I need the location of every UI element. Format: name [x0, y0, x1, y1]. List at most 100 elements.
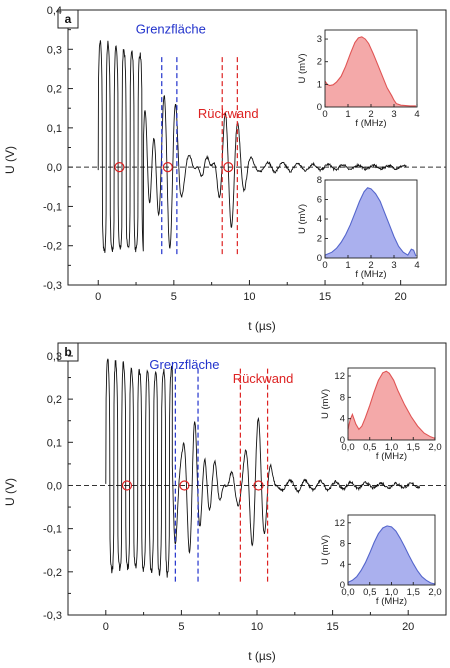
- spectrum-line: [347, 525, 436, 585]
- y-tick-label: 0,3: [47, 44, 62, 56]
- x-tick-label: 10: [243, 291, 255, 303]
- inset-x-tick-label: 0,5: [363, 442, 376, 453]
- inset-y-tick-label: 4: [340, 559, 345, 570]
- x-tick-label: 20: [395, 291, 407, 303]
- x-axis-label: t (µs): [248, 649, 276, 663]
- inset-x-label: f (MHz): [376, 451, 407, 462]
- y-tick-label: 0,1: [47, 123, 62, 135]
- inset-spectrum: 0,0 0,5 1,0 1,5 2,0 0 4 8 12 f (MHz) U (mV): [318, 511, 442, 607]
- y-tick-label: 0,0: [47, 480, 62, 492]
- y-tick-label: 0,1: [47, 437, 62, 449]
- zero-crossing-marker: [114, 162, 125, 173]
- inset-x-tick-label: 0: [322, 109, 327, 120]
- inset-y-tick-label: 2: [317, 234, 322, 245]
- inset-x-tick-label: 2: [368, 109, 373, 120]
- signal-trace: [105, 358, 420, 578]
- x-tick-label: 0: [103, 621, 109, 633]
- inset-x-tick-label: 2,0: [428, 442, 441, 453]
- inset-x-tick-label: 0,0: [341, 442, 354, 453]
- inset-y-label: U (mV): [320, 389, 331, 419]
- inset-y-tick-label: 2: [317, 57, 322, 68]
- y-tick-label: -0,1: [43, 524, 62, 536]
- y-tick-label: 0,3: [47, 351, 62, 363]
- inset-y-tick-label: 0: [340, 435, 345, 446]
- panel-label-box: [57, 342, 79, 362]
- x-tick-label: 15: [326, 621, 338, 633]
- inset-y-tick-label: 0: [317, 102, 322, 113]
- inset-x-tick-label: 3: [391, 260, 396, 271]
- inset-y-tick-label: 8: [340, 539, 345, 550]
- x-tick-label: 20: [402, 621, 414, 633]
- inset-x-tick-label: 4: [414, 260, 419, 271]
- inset-y-tick-label: 3: [317, 34, 322, 45]
- panel-label: a: [65, 12, 72, 26]
- inset-x-tick-label: 2,0: [428, 587, 441, 598]
- y-axis-label: U (V): [3, 146, 17, 174]
- x-tick-label: 5: [178, 621, 184, 633]
- signal-trace: [97, 40, 407, 253]
- inset-x-label: f (MHz): [355, 269, 386, 280]
- inset-x-tick-label: 0,0: [341, 587, 354, 598]
- zero-crossing-marker: [179, 480, 190, 491]
- inset-y-tick-label: 4: [340, 414, 345, 425]
- inset-x-tick-label: 3: [391, 109, 396, 120]
- inset-y-tick-label: 0: [317, 253, 322, 264]
- inset-y-tick-label: 6: [317, 195, 322, 206]
- y-tick-label: -0,3: [43, 280, 62, 292]
- inset-x-tick-label: 0,5: [363, 587, 376, 598]
- zero-crossing-marker: [253, 480, 264, 491]
- spectrum-area: [325, 36, 416, 107]
- inset-x-tick-label: 4: [414, 109, 419, 120]
- inset-y-label: U (mV): [297, 204, 308, 234]
- inset-x-tick-label: 1,5: [407, 442, 420, 453]
- inset-y-label: U (mV): [320, 535, 331, 565]
- zero-crossing-marker: [223, 162, 234, 173]
- inset-y-label: U (mV): [297, 53, 308, 83]
- inset-y-tick-label: 0: [340, 580, 345, 591]
- spectrum-line: [347, 370, 436, 439]
- panel-b: b -0,3 -0,2 -0,1 0,0 0,1 0,2 0,3 0 5 10 15 20 t (µs) U…: [3, 342, 447, 663]
- spectrum-line: [324, 187, 417, 257]
- inset-x-tick-label: 0: [322, 260, 327, 271]
- inset-x-label: f (MHz): [376, 596, 407, 607]
- y-tick-label: -0,3: [43, 610, 62, 622]
- zero-crossing-marker: [162, 162, 173, 173]
- inset-x-tick-label: 1,5: [407, 587, 420, 598]
- annotation-rueckwand: Rückwand: [198, 106, 259, 121]
- inset-x-tick-label: 1,0: [385, 442, 398, 453]
- inset-y-tick-label: 12: [334, 371, 345, 382]
- spectrum-area: [325, 187, 416, 258]
- panel-a: a-0,3-0,2-0,10,00,10,20,30,40 5 10 15 20t (µ…: [3, 5, 447, 333]
- y-tick-label: 0,2: [47, 394, 62, 406]
- inset-y-tick-label: 1: [317, 79, 322, 90]
- inset-x-tick-label: 2: [368, 260, 373, 271]
- inset-y-tick-label: 8: [317, 175, 322, 186]
- y-tick-label: 0,0: [47, 162, 62, 174]
- x-tick-label: 15: [319, 291, 331, 303]
- inset-spectrum: 0 1 2 3 4 0 1 2 3 f (MHz) U (mV): [295, 26, 423, 129]
- inset-x-tick-label: 1: [345, 260, 350, 271]
- inset-x-label: f (MHz): [355, 118, 386, 129]
- x-tick-label: 10: [251, 621, 263, 633]
- x-axis-label: t (µs): [248, 319, 276, 333]
- annotation-grenzflaeche: Grenzfläche: [149, 357, 219, 372]
- y-tick-label: -0,2: [43, 567, 62, 579]
- inset-spectrum: 0 1 2 3 4 0 2 4 6 8 f (MHz) U (mV): [295, 175, 423, 280]
- inset-x-tick-label: 1: [345, 109, 350, 120]
- inset-y-tick-label: 4: [317, 214, 322, 225]
- x-tick-label: 5: [171, 291, 177, 303]
- zero-crossing-marker: [121, 480, 133, 491]
- x-tick-label: 0: [95, 291, 101, 303]
- spectrum-area: [348, 525, 435, 585]
- spectrum-area: [348, 371, 435, 440]
- annotation-rueckwand: Rückwand: [233, 371, 294, 386]
- inset-y-tick-label: 12: [334, 518, 345, 529]
- inset-y-tick-label: 8: [340, 392, 345, 403]
- y-tick-label: 0,4: [47, 5, 62, 17]
- y-tick-label: -0,2: [43, 241, 62, 253]
- spectrum-line: [324, 36, 416, 107]
- panel-label: b: [64, 345, 71, 359]
- y-tick-label: -0,1: [43, 201, 62, 213]
- inset-x-tick-label: 1,0: [385, 587, 398, 598]
